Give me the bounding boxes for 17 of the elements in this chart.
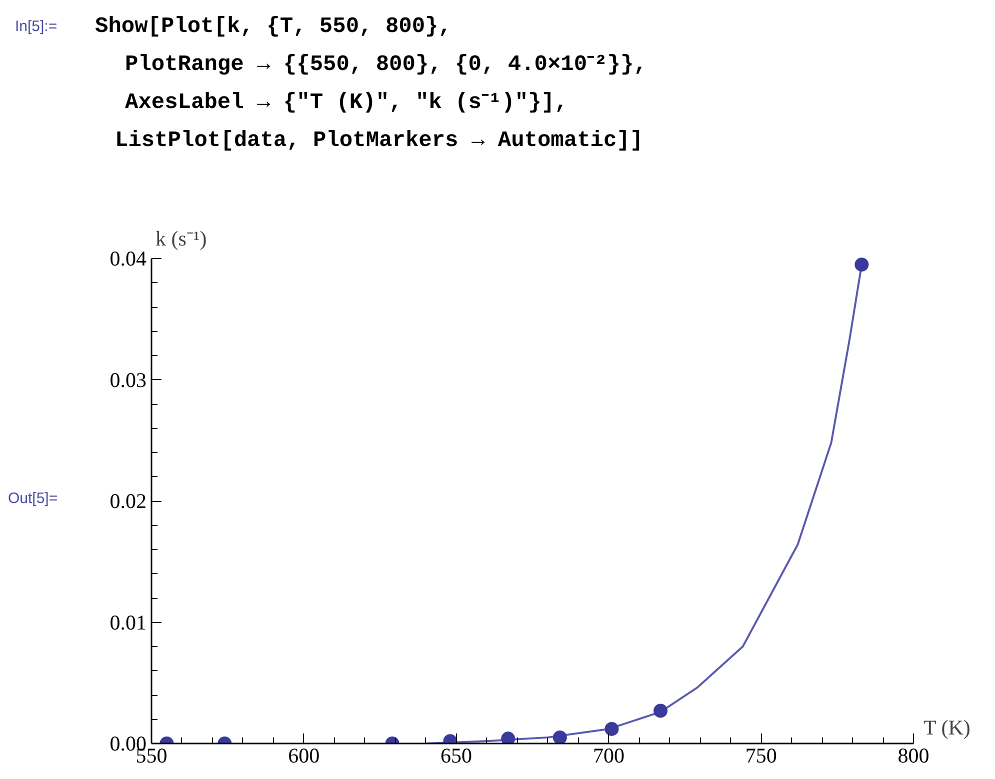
text: Show[Plot[k, {T, 550, 800}, — [95, 13, 452, 41]
text: AxesLabel → {"T (K)", "k (s⁻¹)"}], — [125, 89, 569, 117]
x-tick-label: 700 — [592, 744, 624, 768]
x-tick-label: 800 — [898, 744, 930, 768]
text: PlotRange → {{550, 800}, {0, 4.0×10⁻²}}, — [125, 51, 647, 79]
text: ListPlot[data, PlotMarkers → Automatic]] — [115, 127, 644, 155]
x-tick-label: 750 — [745, 744, 777, 768]
text: Out[5]= — [8, 490, 58, 507]
text: In[5]:= — [15, 17, 58, 37]
x-tick-label: 600 — [288, 744, 320, 768]
y-tick-label: 0.04 — [110, 246, 147, 270]
x-tick-label: 650 — [440, 744, 472, 768]
y-axis-title: k (s⁻¹) — [156, 226, 207, 250]
y-tick-label: 0.01 — [110, 610, 146, 634]
y-tick-label: 0.02 — [110, 489, 146, 513]
y-tick-label: 0.03 — [110, 368, 146, 392]
x-axis-title: T (K) — [924, 716, 970, 740]
